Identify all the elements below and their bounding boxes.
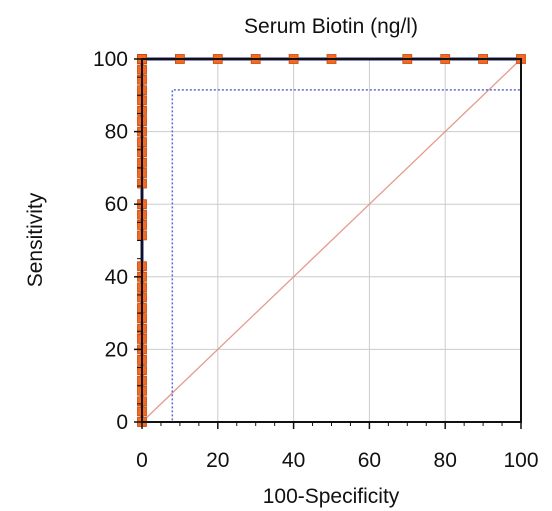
y-tick-label: 100 [93, 48, 128, 71]
x-tick-label: 100 [503, 449, 538, 472]
x-tick-label: 80 [434, 449, 457, 472]
y-axis-label: Sensitivity [24, 192, 47, 287]
y-tick-label: 0 [116, 411, 128, 434]
plot-series [137, 54, 526, 427]
y-tick-label: 80 [105, 121, 128, 144]
x-tick-label: 20 [206, 449, 229, 472]
x-tick-label: 40 [282, 449, 305, 472]
chart-title: Serum Biotin (ng/l) [244, 15, 418, 38]
x-tick-label: 60 [358, 449, 381, 472]
y-tick-label: 60 [105, 193, 128, 216]
reference-diagonal-line [141, 58, 522, 423]
x-axis-label: 100-Specificity [263, 485, 400, 508]
y-tick-label: 20 [105, 338, 128, 361]
y-tick-label: 40 [105, 266, 128, 289]
x-tick-label: 0 [136, 449, 148, 472]
axis-ticks: 0 20 40 60 80 100 0 20 40 60 80 100 [93, 48, 539, 472]
